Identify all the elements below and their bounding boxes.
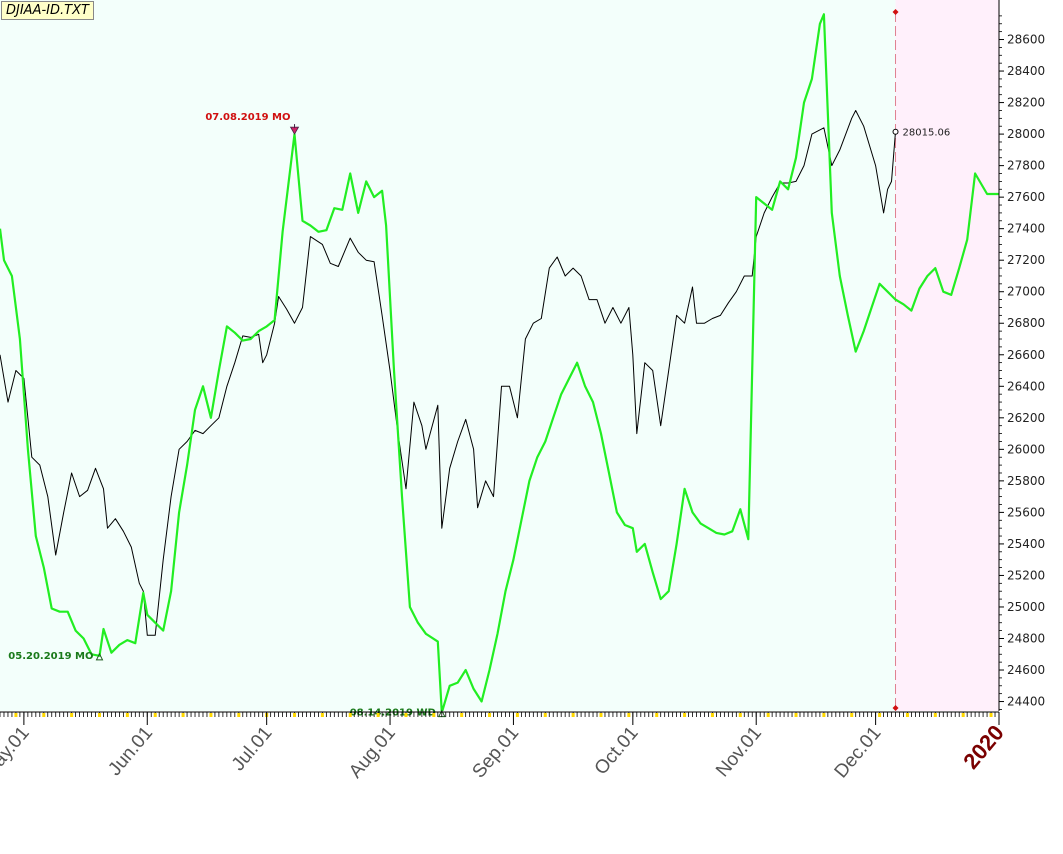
annotation-layer: 07.08.2019 MO 05.20.2019 MO 08.14.2019 WD 2… <box>8 112 950 718</box>
x-week-marker <box>237 713 241 717</box>
y-tick-label-27600: 27600 <box>1007 190 1045 204</box>
projection-divider-bottom-marker <box>892 705 899 711</box>
y-tick-label-25400: 25400 <box>1007 537 1045 551</box>
annotation-label-0: 07.08.2019 MO <box>205 112 290 123</box>
y-axis: 24400 24600 24800 25000 25200 25400 25600 25800… <box>998 0 1045 711</box>
x-week-marker <box>878 713 882 717</box>
x-week-marker <box>543 713 547 717</box>
annotation-label-1: 05.20.2019 MO <box>8 651 93 662</box>
projection-background <box>895 0 999 711</box>
x-week-marker <box>153 713 157 717</box>
x-week-marker <box>209 713 213 717</box>
x-week-marker <box>627 713 631 717</box>
x-month-label-1: Jun.01 <box>104 723 157 780</box>
x-week-marker <box>933 713 937 717</box>
y-tick-label-28200: 28200 <box>1007 96 1045 110</box>
x-month-label-8: 2020 <box>958 720 1009 774</box>
y-tick-label-26000: 26000 <box>1007 442 1045 456</box>
x-week-marker <box>599 713 603 717</box>
x-week-marker <box>850 713 854 717</box>
y-tick-label-25800: 25800 <box>1007 474 1045 488</box>
x-week-marker <box>98 713 102 717</box>
x-week-marker <box>655 713 659 717</box>
x-week-marker <box>571 713 575 717</box>
y-tick-label-26200: 26200 <box>1007 411 1045 425</box>
y-tick-label-25600: 25600 <box>1007 505 1045 519</box>
x-week-marker <box>432 713 436 717</box>
x-week-marker <box>70 713 74 717</box>
projection-divider-layer <box>892 9 899 711</box>
x-month-label-0: May.01 <box>0 723 34 783</box>
x-week-marker <box>710 713 714 717</box>
y-tick-label-28600: 28600 <box>1007 33 1045 47</box>
y-tick-label-25200: 25200 <box>1007 568 1045 582</box>
x-week-marker <box>766 713 770 717</box>
x-week-marker <box>989 713 993 717</box>
y-tick-label-26600: 26600 <box>1007 348 1045 362</box>
y-tick-label-27000: 27000 <box>1007 285 1045 299</box>
x-month-label-7: Dec.01 <box>831 723 886 783</box>
x-axis: May.01 Jun.01 Jul.01 Aug.01 Sep.01 Oct.01 Nov.… <box>0 711 1009 783</box>
series-line-forecast <box>0 13 999 711</box>
x-month-label-4: Sep.01 <box>468 723 523 783</box>
x-month-label-5: Oct.01 <box>591 723 643 779</box>
y-tick-label-27400: 27400 <box>1007 222 1045 236</box>
last-value-label: 28015.06 <box>903 128 951 139</box>
x-week-marker <box>348 713 352 717</box>
y-tick-label-24600: 24600 <box>1007 663 1045 677</box>
annotation-label-2: 08.14.2019 WD <box>350 708 436 719</box>
x-week-marker <box>320 713 324 717</box>
series-layer <box>0 13 999 711</box>
x-week-marker <box>293 713 297 717</box>
last-value-marker <box>892 128 899 135</box>
y-tick-label-26400: 26400 <box>1007 379 1045 393</box>
x-week-marker <box>14 713 18 717</box>
x-week-marker <box>404 713 408 717</box>
x-week-marker <box>181 713 185 717</box>
x-week-marker <box>905 713 909 717</box>
plot-background <box>0 0 896 711</box>
x-week-marker <box>376 713 380 717</box>
y-tick-label-27800: 27800 <box>1007 159 1045 173</box>
x-week-marker <box>683 713 687 717</box>
projection-divider-top-marker <box>892 9 899 15</box>
y-tick-label-25000: 25000 <box>1007 600 1045 614</box>
x-week-marker <box>125 713 129 717</box>
x-week-marker <box>961 713 965 717</box>
x-month-label-3: Aug.01 <box>345 723 400 783</box>
x-week-marker <box>42 713 46 717</box>
y-tick-label-27200: 27200 <box>1007 253 1045 267</box>
x-week-marker <box>515 713 519 717</box>
y-tick-label-26800: 26800 <box>1007 316 1045 330</box>
x-month-label-6: Nov.01 <box>712 723 766 782</box>
y-tick-label-24400: 24400 <box>1007 695 1045 709</box>
y-tick-label-24800: 24800 <box>1007 631 1045 645</box>
y-tick-label-28400: 28400 <box>1007 64 1045 78</box>
chart-title: DJIAA-ID.TXT <box>1 1 94 20</box>
x-week-marker <box>488 713 492 717</box>
x-week-marker <box>460 713 464 717</box>
x-week-marker <box>794 713 798 717</box>
annotation-marker-1 <box>95 652 104 661</box>
x-week-marker <box>738 713 742 717</box>
x-week-marker <box>822 713 826 717</box>
series-line-price <box>0 110 896 636</box>
x-month-label-2: Jul.01 <box>228 723 277 775</box>
y-tick-label-28000: 28000 <box>1007 127 1045 141</box>
